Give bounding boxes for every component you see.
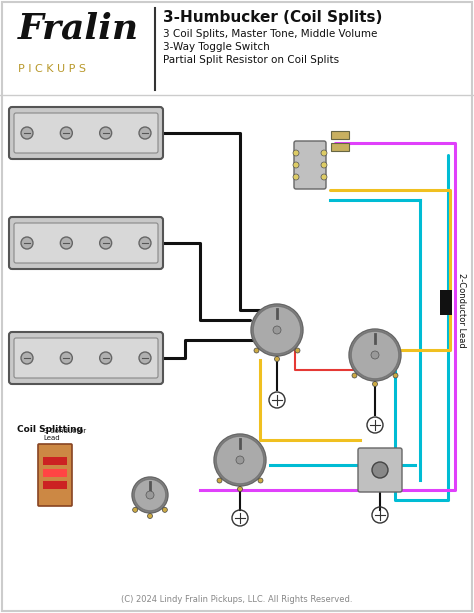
FancyBboxPatch shape <box>14 113 158 153</box>
FancyBboxPatch shape <box>358 448 402 492</box>
FancyBboxPatch shape <box>14 338 158 378</box>
Circle shape <box>163 508 167 512</box>
Circle shape <box>293 174 299 180</box>
Circle shape <box>134 479 166 511</box>
Circle shape <box>253 306 301 354</box>
Circle shape <box>60 352 73 364</box>
Bar <box>331 131 349 139</box>
Text: 3 Coil Splits, Master Tone, Middle Volume: 3 Coil Splits, Master Tone, Middle Volum… <box>163 29 377 39</box>
Text: P I C K U P S: P I C K U P S <box>18 64 86 74</box>
Circle shape <box>349 329 401 381</box>
Circle shape <box>21 237 33 249</box>
FancyBboxPatch shape <box>9 217 163 269</box>
Circle shape <box>60 237 73 249</box>
Circle shape <box>217 478 222 483</box>
Bar <box>440 290 452 315</box>
Circle shape <box>139 352 151 364</box>
Text: 3-Conductor
Lead: 3-Conductor Lead <box>43 428 86 441</box>
Circle shape <box>60 127 73 139</box>
Circle shape <box>139 237 151 249</box>
FancyBboxPatch shape <box>38 444 72 506</box>
Circle shape <box>216 436 264 484</box>
Circle shape <box>295 348 300 353</box>
Circle shape <box>214 434 266 486</box>
Text: (C) 2024 Lindy Fralin Pickups, LLC. All Rights Reserved.: (C) 2024 Lindy Fralin Pickups, LLC. All … <box>121 595 353 604</box>
Circle shape <box>351 331 399 379</box>
Circle shape <box>100 352 112 364</box>
Circle shape <box>132 477 168 513</box>
Text: Partial Split Resistor on Coil Splits: Partial Split Resistor on Coil Splits <box>163 55 339 65</box>
FancyBboxPatch shape <box>9 107 163 159</box>
Text: 3-Humbucker (Coil Splits): 3-Humbucker (Coil Splits) <box>163 10 383 25</box>
Bar <box>43 469 67 477</box>
Text: Fralin: Fralin <box>18 11 139 45</box>
Text: Coil Splitting: Coil Splitting <box>17 425 83 434</box>
Circle shape <box>393 373 398 378</box>
Circle shape <box>372 462 388 478</box>
Circle shape <box>274 357 280 362</box>
Circle shape <box>237 487 243 492</box>
Circle shape <box>147 514 153 519</box>
Circle shape <box>273 326 281 334</box>
Circle shape <box>321 150 327 156</box>
Circle shape <box>321 174 327 180</box>
Text: 2-Conductor Lead: 2-Conductor Lead <box>457 273 466 348</box>
Circle shape <box>100 237 112 249</box>
Circle shape <box>373 381 377 387</box>
Circle shape <box>371 351 379 359</box>
Circle shape <box>352 373 357 378</box>
Circle shape <box>321 162 327 168</box>
Circle shape <box>236 456 244 464</box>
Bar <box>43 457 67 465</box>
Circle shape <box>139 127 151 139</box>
Circle shape <box>254 348 259 353</box>
Text: 3-Way Toggle Switch: 3-Way Toggle Switch <box>163 42 270 52</box>
Circle shape <box>293 162 299 168</box>
FancyBboxPatch shape <box>294 141 326 189</box>
Bar <box>331 143 349 151</box>
Circle shape <box>21 352 33 364</box>
FancyBboxPatch shape <box>14 223 158 263</box>
Circle shape <box>293 150 299 156</box>
Circle shape <box>21 127 33 139</box>
Bar <box>43 481 67 489</box>
Circle shape <box>258 478 263 483</box>
Circle shape <box>146 491 154 499</box>
Circle shape <box>133 508 137 512</box>
Circle shape <box>251 304 303 356</box>
FancyBboxPatch shape <box>9 332 163 384</box>
Circle shape <box>100 127 112 139</box>
